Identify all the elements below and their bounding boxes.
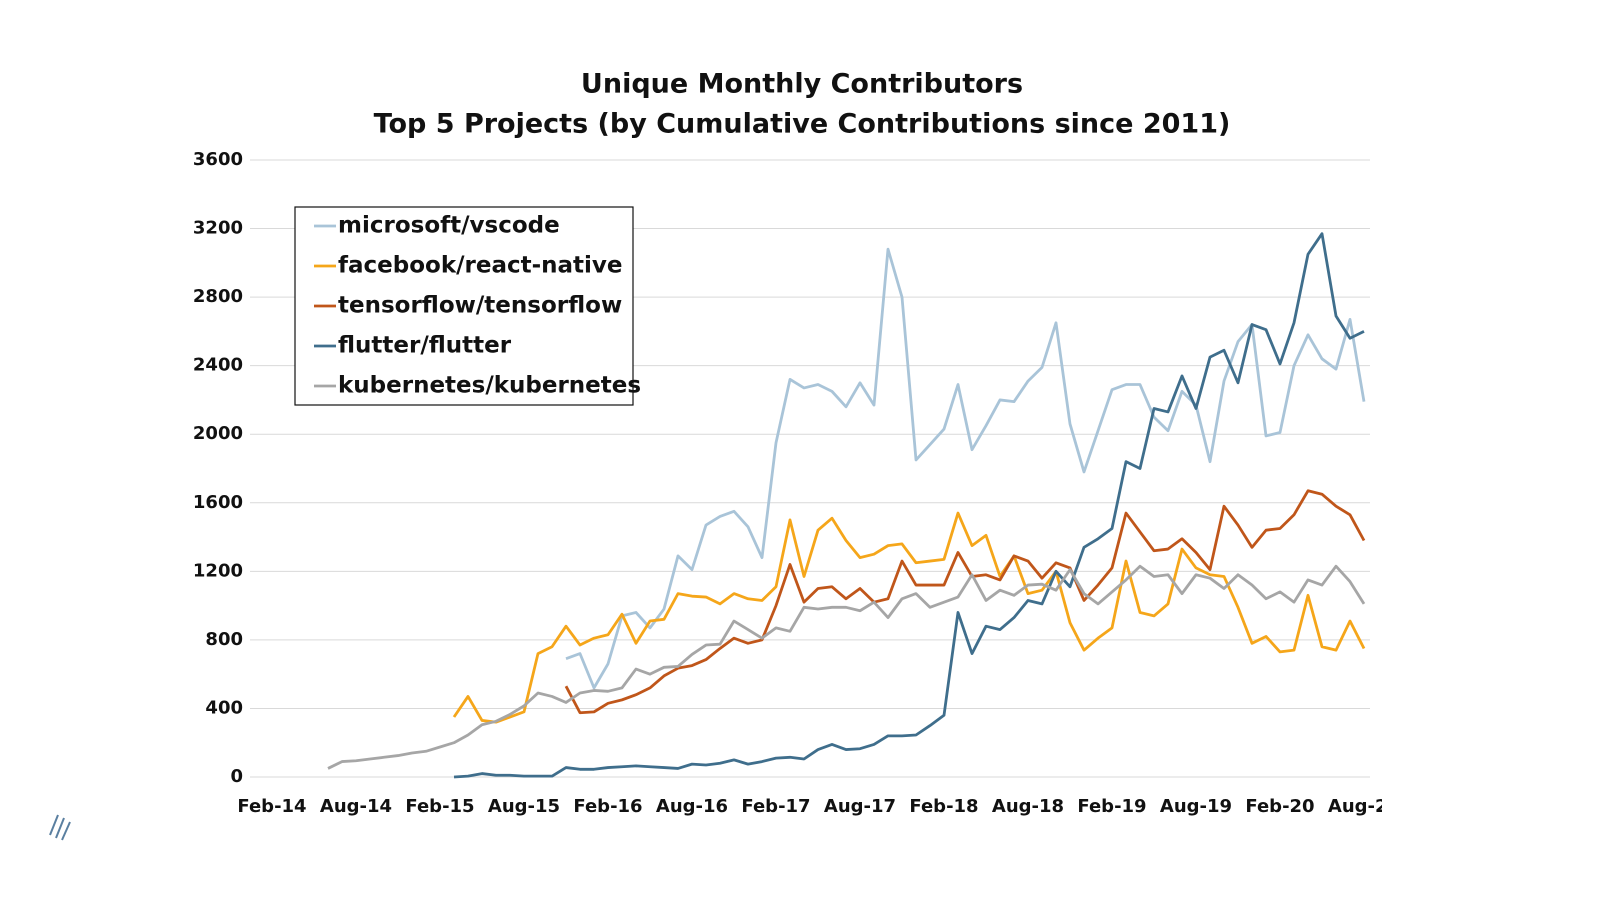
x-tick-label: Feb-14 <box>237 796 306 817</box>
chart-subtitle: Top 5 Projects (by Cumulative Contributi… <box>374 109 1231 140</box>
y-tick-label: 3600 <box>193 149 243 170</box>
series-line <box>564 489 1366 715</box>
x-tick-label: Aug-20 <box>1328 796 1400 817</box>
x-tick-label: Feb-20 <box>1245 796 1314 817</box>
x-tick-label: Feb-19 <box>1077 796 1146 817</box>
x-tick-label: Feb-18 <box>909 796 978 817</box>
y-tick-label: 3200 <box>193 218 243 239</box>
y-tick-label: 800 <box>205 629 243 650</box>
legend: microsoft/vscode facebook/react-native ten… <box>314 213 641 399</box>
y-tick-label: 1600 <box>193 492 243 513</box>
series-line <box>327 564 1366 770</box>
series-line <box>453 232 1365 779</box>
plot <box>327 232 1366 779</box>
x-tick-label: Aug-15 <box>488 796 560 817</box>
legend-label: kubernetes/kubernetes <box>338 373 641 399</box>
legend-box <box>294 206 634 406</box>
x-tick-label: Aug-14 <box>320 796 392 817</box>
y-tick-label: 2000 <box>193 423 243 444</box>
grid: 0 400 800 1200 1600 2000 2400 2800 3200 3600 <box>193 149 1370 787</box>
x-tick-label: Feb-15 <box>405 796 474 817</box>
x-tick-label: Aug-19 <box>1160 796 1232 817</box>
x-tick-label: Aug-16 <box>656 796 728 817</box>
y-tick-label: 400 <box>205 697 243 718</box>
x-axis: Feb-14 Aug-14 Feb-15 Aug-15 Feb-16 Aug-16 Feb-… <box>237 796 1400 817</box>
legend-label: flutter/flutter <box>338 333 512 359</box>
x-tick-label: Aug-18 <box>992 796 1064 817</box>
y-tick-label: 1200 <box>193 560 243 581</box>
legend-label: facebook/react-native <box>338 253 623 279</box>
x-tick-label: Feb-17 <box>741 796 810 817</box>
y-tick-label: 2800 <box>193 286 243 307</box>
x-tick-label: Feb-16 <box>573 796 642 817</box>
series-line <box>565 247 1366 690</box>
legend-label: microsoft/vscode <box>338 213 560 239</box>
x-tick-label: Aug-17 <box>824 796 896 817</box>
chart-title: Unique Monthly Contributors <box>581 69 1023 100</box>
logo <box>49 814 71 841</box>
legend-label: tensorflow/tensorflow <box>338 293 622 319</box>
series-line <box>452 511 1366 724</box>
y-tick-label: 2400 <box>193 355 243 376</box>
y-tick-label: 0 <box>230 766 243 787</box>
